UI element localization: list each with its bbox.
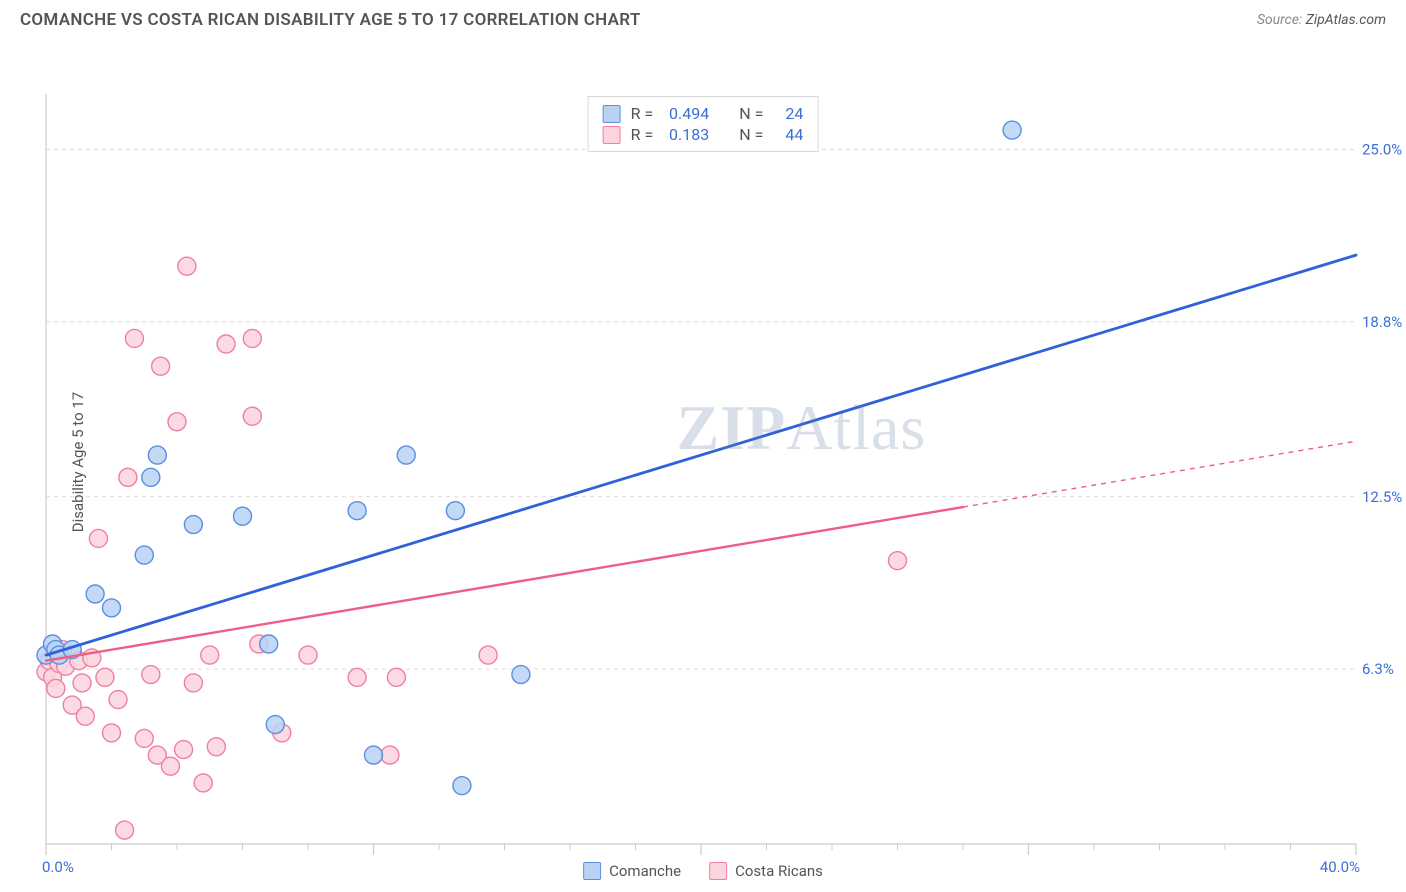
svg-text:18.8%: 18.8% [1362, 313, 1402, 331]
n-value-pink: 44 [773, 125, 803, 144]
n-value-blue: 24 [773, 104, 803, 123]
correlation-legend: R = 0.494 N = 24 R = 0.183 N = 44 [588, 96, 819, 152]
legend-item-blue: Comanche [583, 862, 681, 880]
y-axis-label: Disability Age 5 to 17 [69, 392, 87, 532]
svg-text:40.0%: 40.0% [1320, 858, 1360, 876]
chart-area: Disability Age 5 to 17 ZIPAtlas 6.3%12.5… [0, 38, 1406, 886]
chart-header: COMANCHE VS COSTA RICAN DISABILITY AGE 5… [0, 0, 1406, 38]
svg-text:12.5%: 12.5% [1362, 488, 1402, 506]
svg-text:0.0%: 0.0% [42, 858, 74, 876]
legend-swatch-blue [583, 862, 601, 880]
legend-swatch-pink [709, 862, 727, 880]
chart-title: COMANCHE VS COSTA RICAN DISABILITY AGE 5… [20, 10, 641, 30]
source-attribution: Source: ZipAtlas.com [1257, 12, 1386, 28]
series-legend: Comanche Costa Ricans [583, 862, 823, 880]
svg-text:6.3%: 6.3% [1362, 660, 1394, 678]
source-url: ZipAtlas.com [1306, 12, 1386, 28]
scatter-plot-svg: 6.3% 12.5% 18.8% 25.0% 0.0% 40.0% [0, 38, 1406, 886]
r-value-blue: 0.494 [663, 104, 709, 123]
correlation-row-blue: R = 0.494 N = 24 [603, 103, 804, 124]
swatch-blue [603, 105, 621, 123]
source-prefix: Source: [1257, 12, 1302, 28]
legend-label-blue: Comanche [609, 862, 681, 880]
correlation-row-pink: R = 0.183 N = 44 [603, 124, 804, 145]
swatch-pink [603, 126, 621, 144]
svg-text:25.0%: 25.0% [1362, 141, 1402, 159]
legend-label-pink: Costa Ricans [735, 862, 823, 880]
r-value-pink: 0.183 [663, 125, 709, 144]
legend-item-pink: Costa Ricans [709, 862, 823, 880]
